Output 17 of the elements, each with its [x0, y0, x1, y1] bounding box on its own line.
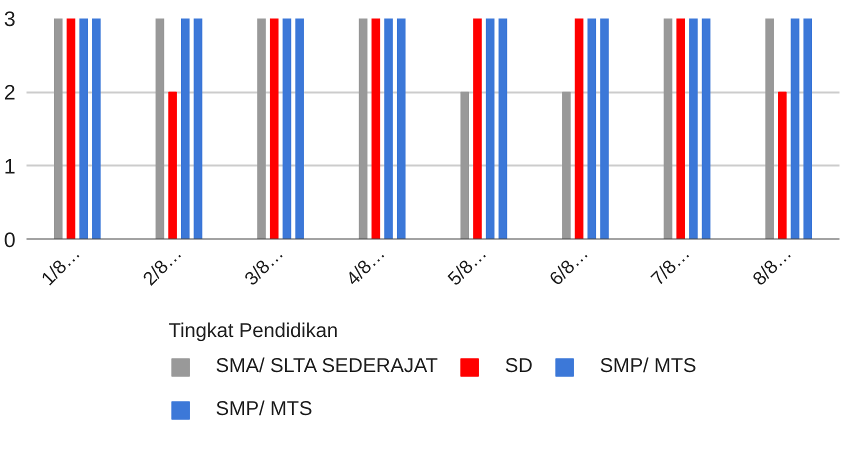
legend-label: SMP/ MTS [600, 355, 696, 378]
legend-label: SMA/ SLTA SEDERAJAT [216, 355, 438, 378]
x-tick-label: 6/8… [546, 243, 593, 290]
x-tick-label: 8/8… [749, 243, 796, 290]
legend-label: SMP/ MTS [216, 398, 312, 421]
legend-label: SD [504, 355, 533, 378]
y-tick-label: 3 [4, 8, 16, 31]
x-tick-label: 7/8… [648, 243, 694, 290]
x-tick-label: 4/8… [342, 243, 390, 290]
x-tick-label: 3/8… [241, 243, 288, 290]
y-tick-label: 0 [4, 229, 16, 252]
x-tick-label: 2/8… [139, 243, 186, 290]
y-tick-label: 1 [4, 155, 16, 178]
y-tick-label: 2 [4, 82, 16, 105]
x-tick-label: 1/8… [38, 243, 85, 290]
x-tick-label: 5/8… [444, 243, 492, 290]
legend-title: Tingkat Pendidikan [168, 320, 339, 343]
